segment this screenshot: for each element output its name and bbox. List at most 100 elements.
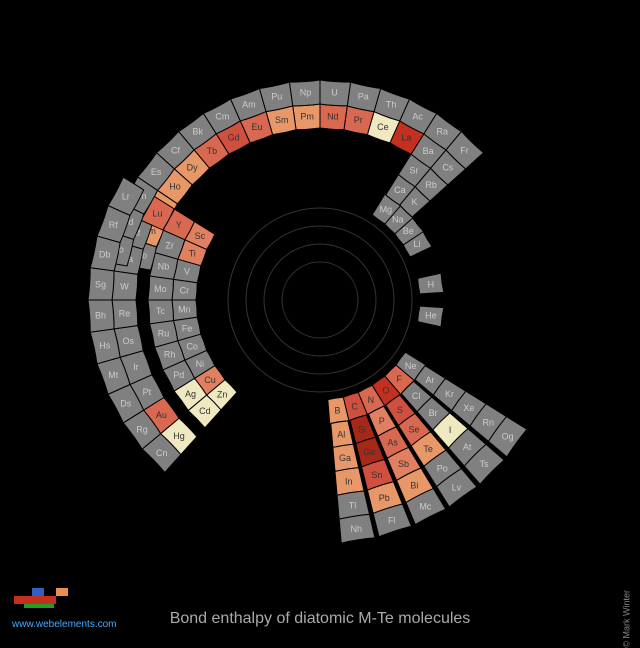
element-label-Tl: Tl <box>349 500 357 510</box>
element-label-Ds: Ds <box>120 398 131 408</box>
element-label-Sr: Sr <box>410 166 419 176</box>
element-label-Te: Te <box>423 444 433 454</box>
element-label-Ti: Ti <box>189 248 196 258</box>
element-label-Ge: Ge <box>363 447 375 457</box>
element-label-Ne: Ne <box>405 361 417 371</box>
element-label-Fe: Fe <box>182 323 193 333</box>
element-label-Pb: Pb <box>379 493 390 503</box>
element-label-Rf: Rf <box>109 220 118 230</box>
source-link[interactable]: www.webelements.com <box>12 619 116 630</box>
element-label-At: At <box>463 442 472 452</box>
element-label-Zn: Zn <box>217 389 228 399</box>
element-label-Co: Co <box>186 342 198 352</box>
element-label-Cn: Cn <box>156 448 168 458</box>
element-label-Ba: Ba <box>423 146 434 156</box>
element-label-Am: Am <box>242 100 256 110</box>
element-label-Pa: Pa <box>358 92 369 102</box>
element-label-Au: Au <box>156 410 167 420</box>
element-label-Sc: Sc <box>195 231 206 241</box>
element-label-Ag: Ag <box>185 389 196 399</box>
element-label-Mg: Mg <box>380 204 393 214</box>
element-label-Re: Re <box>119 309 131 319</box>
element-label-Rg: Rg <box>136 424 148 434</box>
element-label-Pr: Pr <box>354 115 363 125</box>
element-label-Dy: Dy <box>187 163 198 173</box>
element-label-Tc: Tc <box>156 306 166 316</box>
element-label-N: N <box>368 395 375 405</box>
element-label-Po: Po <box>437 463 448 473</box>
element-label-Sm: Sm <box>275 115 289 125</box>
element-label-U: U <box>331 88 338 98</box>
element-label-Li: Li <box>413 239 420 249</box>
element-label-Gd: Gd <box>228 133 240 143</box>
element-label-Es: Es <box>151 167 162 177</box>
element-label-Ce: Ce <box>377 122 389 132</box>
element-label-Xe: Xe <box>463 403 474 413</box>
element-label-Se: Se <box>409 424 420 434</box>
element-label-Si: Si <box>358 424 366 434</box>
element-label-Pm: Pm <box>300 111 314 121</box>
element-label-Bi: Bi <box>410 480 418 490</box>
element-label-Pt: Pt <box>143 387 152 397</box>
element-label-Ga: Ga <box>339 453 351 463</box>
element-label-Rb: Rb <box>425 180 437 190</box>
element-label-Ru: Ru <box>158 328 170 338</box>
element-label-Cd: Cd <box>199 406 211 416</box>
element-label-La: La <box>401 133 411 143</box>
element-label-Ir: Ir <box>133 362 139 372</box>
element-label-Sb: Sb <box>398 459 409 469</box>
element-label-Lv: Lv <box>452 483 462 493</box>
copyright: © Mark Winter <box>622 590 632 648</box>
element-label-Th: Th <box>386 100 397 110</box>
element-label-Be: Be <box>403 226 414 236</box>
element-label-Pu: Pu <box>271 92 282 102</box>
element-label-Kr: Kr <box>445 389 454 399</box>
element-label-Rh: Rh <box>164 350 176 360</box>
element-label-H: H <box>428 279 435 289</box>
element-label-K: K <box>411 197 417 207</box>
element-label-Cl: Cl <box>412 391 421 401</box>
element-label-Na: Na <box>392 214 404 224</box>
element-label-Nd: Nd <box>327 111 339 121</box>
element-label-Eu: Eu <box>252 122 263 132</box>
element-label-V: V <box>184 267 190 277</box>
element-label-Al: Al <box>337 429 345 439</box>
element-label-O: O <box>382 386 389 396</box>
element-label-Y: Y <box>176 220 182 230</box>
element-label-Hs: Hs <box>99 341 110 351</box>
element-label-As: As <box>387 438 398 448</box>
element-label-Fl: Fl <box>388 516 396 526</box>
element-label-B: B <box>335 406 341 416</box>
element-label-Lu: Lu <box>153 209 163 219</box>
element-label-Nb: Nb <box>158 262 170 272</box>
element-label-Zr: Zr <box>165 240 174 250</box>
element-label-Ts: Ts <box>480 459 490 469</box>
element-label-He: He <box>425 311 437 321</box>
element-label-Pd: Pd <box>173 370 184 380</box>
element-label-Tb: Tb <box>207 146 218 156</box>
element-label-W: W <box>120 281 129 291</box>
element-label-Bk: Bk <box>192 127 203 137</box>
element-label-Rn: Rn <box>483 417 495 427</box>
element-label-Ra: Ra <box>437 127 449 137</box>
element-label-S: S <box>397 405 403 415</box>
element-label-In: In <box>345 477 353 487</box>
element-label-Og: Og <box>502 431 514 441</box>
element-label-Sg: Sg <box>95 280 106 290</box>
element-label-C: C <box>351 402 358 412</box>
element-label-Cm: Cm <box>215 111 229 121</box>
element-label-Db: Db <box>99 249 111 259</box>
element-label-Lr: Lr <box>122 192 130 202</box>
element-label-Mc: Mc <box>419 502 431 512</box>
element-label-Mo: Mo <box>154 284 167 294</box>
element-label-Cs: Cs <box>442 163 453 173</box>
element-label-Ho: Ho <box>169 182 181 192</box>
element-label-Br: Br <box>429 408 438 418</box>
element-label-F: F <box>396 374 402 384</box>
element-label-Ca: Ca <box>394 185 406 195</box>
element-label-Ar: Ar <box>426 375 435 385</box>
chart-title: Bond enthalpy of diatomic M-Te molecules <box>170 610 471 628</box>
spiral-periodic-table: HHeLiBeBCNOFNeNaMgAlSiPSClArKCaScTiVCrMn… <box>0 0 640 640</box>
element-label-Cf: Cf <box>171 145 180 155</box>
element-label-Hg: Hg <box>173 431 185 441</box>
